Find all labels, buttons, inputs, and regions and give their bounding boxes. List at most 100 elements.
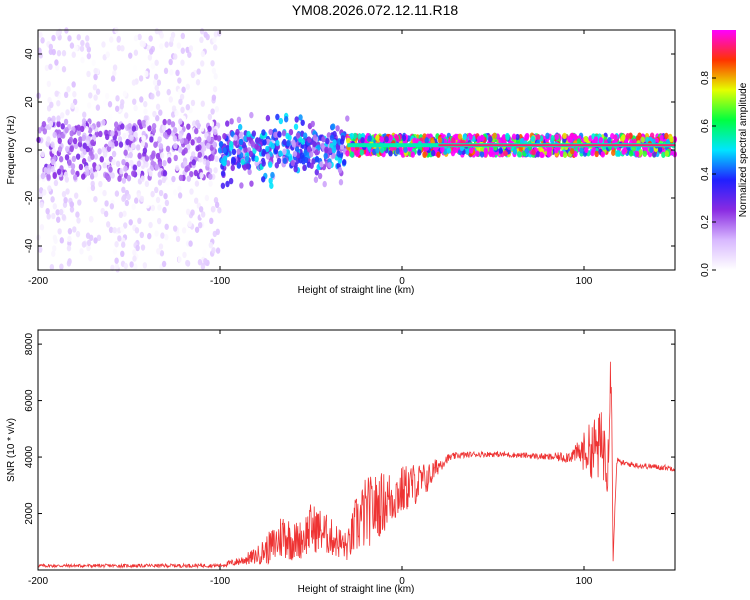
spectrogram-cell	[314, 149, 319, 156]
spectrogram-cell	[186, 175, 191, 182]
spectrogram-cell	[132, 255, 137, 262]
spectrogram-cell	[161, 176, 167, 184]
spectrogram-cell	[152, 110, 157, 118]
spectrogram-cell	[85, 232, 91, 239]
spectrogram-cell	[189, 188, 194, 195]
colorbar-ticks: 0.0 0.2 0.4 0.6 0.8	[700, 71, 716, 277]
spectrogram-cell	[154, 84, 159, 92]
spectrogram-cell	[170, 111, 176, 118]
spectrogram-cell	[56, 120, 61, 128]
spectrogram-cell	[254, 155, 259, 163]
spectrogram-cell	[613, 134, 618, 141]
spectrogram-cell	[265, 114, 271, 122]
spectrogram-cell	[162, 159, 167, 167]
spectrogram-cell	[300, 119, 305, 126]
spectrogram-cell	[453, 146, 458, 154]
spectrogram-cell	[200, 211, 206, 218]
spectrogram-cell	[212, 44, 218, 51]
spectrogram-cell	[539, 151, 544, 158]
spectrogram-cell	[56, 129, 62, 136]
spectrogram-cell	[102, 162, 107, 169]
spectrogram-cell	[132, 249, 137, 256]
spectrogram-cell	[314, 156, 320, 163]
spectrogram-cell	[196, 68, 201, 75]
spectrogram-cell	[51, 115, 56, 122]
spectrogram-cell	[339, 138, 345, 145]
spectrogram-cell	[292, 150, 298, 158]
spectrogram-cell	[488, 136, 493, 143]
spectrogram-cell	[71, 51, 76, 58]
spectrogram-cell	[93, 67, 98, 75]
spectrogram-cell	[237, 123, 243, 131]
spectrogram-cell	[195, 119, 200, 127]
spectrogram-cell	[101, 146, 106, 153]
spectrogram-cell	[72, 91, 77, 98]
spectrogram-cell	[91, 59, 96, 66]
spectrogram-cell	[39, 201, 44, 209]
spectrogram-cell	[109, 203, 115, 210]
spectrogram-cell	[144, 161, 149, 168]
spectrogram-cell	[594, 150, 599, 158]
spectrogram-cell	[116, 35, 122, 43]
spectrogram-cell	[254, 143, 259, 150]
spectrogram-cell	[197, 259, 203, 266]
spectrogram-cell	[134, 227, 140, 234]
spectrogram-cell	[65, 188, 70, 195]
spectrogram-cell	[113, 130, 119, 138]
colorbar-tick-label: 0.0	[700, 263, 711, 277]
spectrogram-cell	[327, 161, 332, 169]
spectrogram-cell	[64, 126, 69, 134]
spectrogram-cell	[176, 42, 182, 49]
spectrogram-cell	[66, 245, 72, 252]
spectrogram-cell	[92, 84, 98, 91]
spectrogram-cell	[70, 168, 75, 175]
spectrogram-cell	[342, 158, 347, 166]
spectrogram-cell	[450, 137, 456, 144]
spectrogram-cell	[591, 146, 596, 153]
spectrogram-cell	[80, 39, 85, 47]
spectrogram-cell	[446, 147, 452, 154]
spectrogram-cell	[206, 135, 212, 142]
spectrogram-cell	[322, 180, 327, 188]
spectrogram-band-core	[438, 144, 675, 147]
spectrogram-cell	[51, 250, 56, 257]
spectrogram-cell	[239, 182, 244, 189]
spectrogram-cell	[141, 134, 146, 142]
spectrogram-cell	[240, 158, 245, 166]
spectrogram-cell	[309, 162, 314, 169]
spectrogram-cell	[190, 99, 196, 107]
spectrogram-cell	[436, 151, 441, 158]
spectrogram-cell	[56, 168, 62, 176]
spectrogram-cell	[96, 121, 101, 128]
spectrogram-cell	[93, 171, 99, 178]
spectrogram-cell	[173, 142, 178, 150]
spectrogram-cell	[251, 130, 257, 137]
spectrogram-cell	[144, 155, 150, 162]
spectrogram-cell	[133, 34, 139, 42]
spectrogram-cell	[189, 170, 194, 178]
spectrogram-cell	[122, 90, 128, 98]
snr-y-label: SNR (10 * v/v)	[6, 418, 17, 482]
spectrogram-cell	[637, 132, 642, 139]
spectrogram-cell	[144, 70, 149, 78]
spectrogram-cell	[63, 91, 69, 99]
spectrogram-cell	[338, 179, 344, 186]
spectrogram-cell	[163, 67, 169, 75]
spectrogram-cell	[468, 147, 474, 154]
spectrogram-cell	[51, 48, 56, 56]
spectrogram-cell	[168, 58, 173, 66]
spectrogram-cell	[359, 149, 364, 156]
spectrogram-cell	[491, 151, 496, 158]
spectrogram-cell	[142, 262, 148, 269]
spectrogram-y-tick-label: 0	[24, 147, 35, 153]
spectrogram-cell	[131, 170, 136, 177]
spectrogram-cell	[214, 106, 220, 113]
spectrogram-cell	[235, 128, 240, 136]
spectrogram-cell	[81, 241, 87, 248]
spectrogram-cell	[137, 217, 142, 225]
spectrogram-cell	[336, 150, 341, 157]
spectrogram-cell	[277, 131, 282, 138]
spectrogram-cell	[249, 180, 254, 187]
spectrogram-cell	[281, 130, 287, 137]
